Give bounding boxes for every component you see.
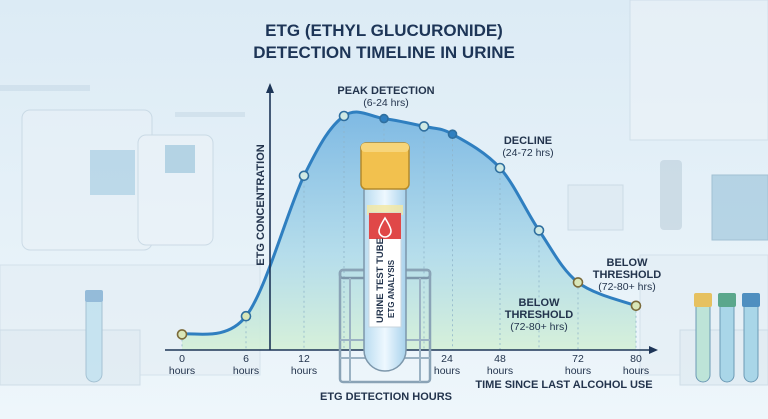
tube-label-subtext: ETG ANALYSIS — [387, 259, 396, 318]
data-point — [240, 310, 252, 322]
x-axis-label: TIME SINCE LAST ALCOHOL USE — [475, 379, 652, 391]
x-tick-label: 6 — [243, 353, 249, 365]
annotation-below-center-l1: BELOW — [519, 297, 561, 309]
area-fill — [182, 112, 636, 351]
x-tick-unit: hours — [565, 365, 591, 377]
test-tube-right — [743, 299, 759, 383]
tube-label-text: URINE TEST TUBE — [375, 238, 386, 323]
y-axis-label: ETG CONCENTRATION — [255, 144, 267, 265]
data-point — [494, 162, 506, 174]
urine-sample — [367, 205, 403, 215]
urine-test-tube-illustration: URINE TEST TUBE ETG ANALYSIS — [338, 142, 432, 384]
analyzer-screen — [90, 150, 135, 195]
data-point — [298, 170, 310, 182]
test-tube-right — [695, 299, 711, 383]
data-point — [533, 225, 545, 236]
data-point — [379, 113, 389, 124]
x-tick-label: 72 — [572, 353, 584, 365]
tube-cap-green — [718, 293, 736, 307]
detection-hours-caption: ETG DETECTION HOURS — [320, 391, 452, 403]
x-tick-label: 12 — [298, 353, 310, 365]
annotation-peak-range: (6-24 hrs) — [363, 97, 409, 109]
tube-cap-yellow — [694, 293, 712, 307]
computer-monitor — [567, 184, 624, 231]
x-tick-unit: hours — [623, 365, 649, 377]
tube-cap-left — [85, 290, 103, 302]
test-tube-right — [719, 299, 735, 383]
droplet-icon — [378, 216, 392, 238]
plot-area: 0hours6hours12hours24hours48hours72hours… — [165, 83, 658, 377]
annotation-peak-title: PEAK DETECTION — [337, 85, 434, 97]
x-tick-unit: hours — [233, 365, 259, 377]
annotation-below-right-l1: BELOW — [607, 257, 649, 269]
data-point — [572, 277, 584, 288]
annotation-decline-title: DECLINE — [504, 135, 552, 147]
annotation-below-center-l3: (72-80+ hrs) — [510, 321, 567, 333]
data-point — [176, 329, 188, 340]
computer-monitor — [711, 174, 768, 241]
test-tube-left — [85, 291, 103, 383]
annotation-below-right-l3: (72-80+ hrs) — [598, 281, 655, 293]
x-tick-unit: hours — [169, 365, 195, 377]
data-point — [338, 110, 350, 122]
analyzer-screen — [165, 145, 195, 173]
chart-title: ETG (ETHYL GLUCURONIDE) — [265, 21, 503, 40]
x-tick-unit: hours — [291, 365, 317, 377]
data-point — [630, 300, 642, 312]
tube-cap-top — [361, 143, 409, 152]
annotation-decline-range: (24-72 hrs) — [502, 147, 553, 159]
annotation-below-center-l2: THRESHOLD — [505, 309, 574, 321]
x-axis-arrow-icon — [649, 346, 658, 354]
microscope — [660, 160, 682, 230]
tube-cap-blue — [742, 293, 760, 307]
chart-title-line2: DETECTION TIMELINE IN URINE — [253, 43, 515, 62]
test-tubes-right — [694, 293, 760, 383]
shelf — [0, 85, 90, 91]
x-tick-label: 48 — [494, 353, 506, 365]
shelf — [175, 112, 245, 117]
data-point — [447, 129, 458, 139]
wall-cabinet — [629, 0, 768, 141]
annotation-below-right-l2: THRESHOLD — [593, 269, 662, 281]
y-axis-arrow-icon — [266, 83, 274, 93]
x-tick-label: 24 — [441, 353, 453, 365]
series-line — [181, 110, 637, 336]
x-tick-label: 0 — [179, 353, 185, 365]
data-point — [418, 121, 430, 132]
lab-background-left — [0, 85, 261, 386]
x-tick-unit: hours — [487, 365, 513, 377]
x-tick-label: 80 — [630, 353, 642, 365]
test-tube-rack-left — [0, 329, 141, 386]
x-tick-unit: hours — [434, 365, 460, 377]
